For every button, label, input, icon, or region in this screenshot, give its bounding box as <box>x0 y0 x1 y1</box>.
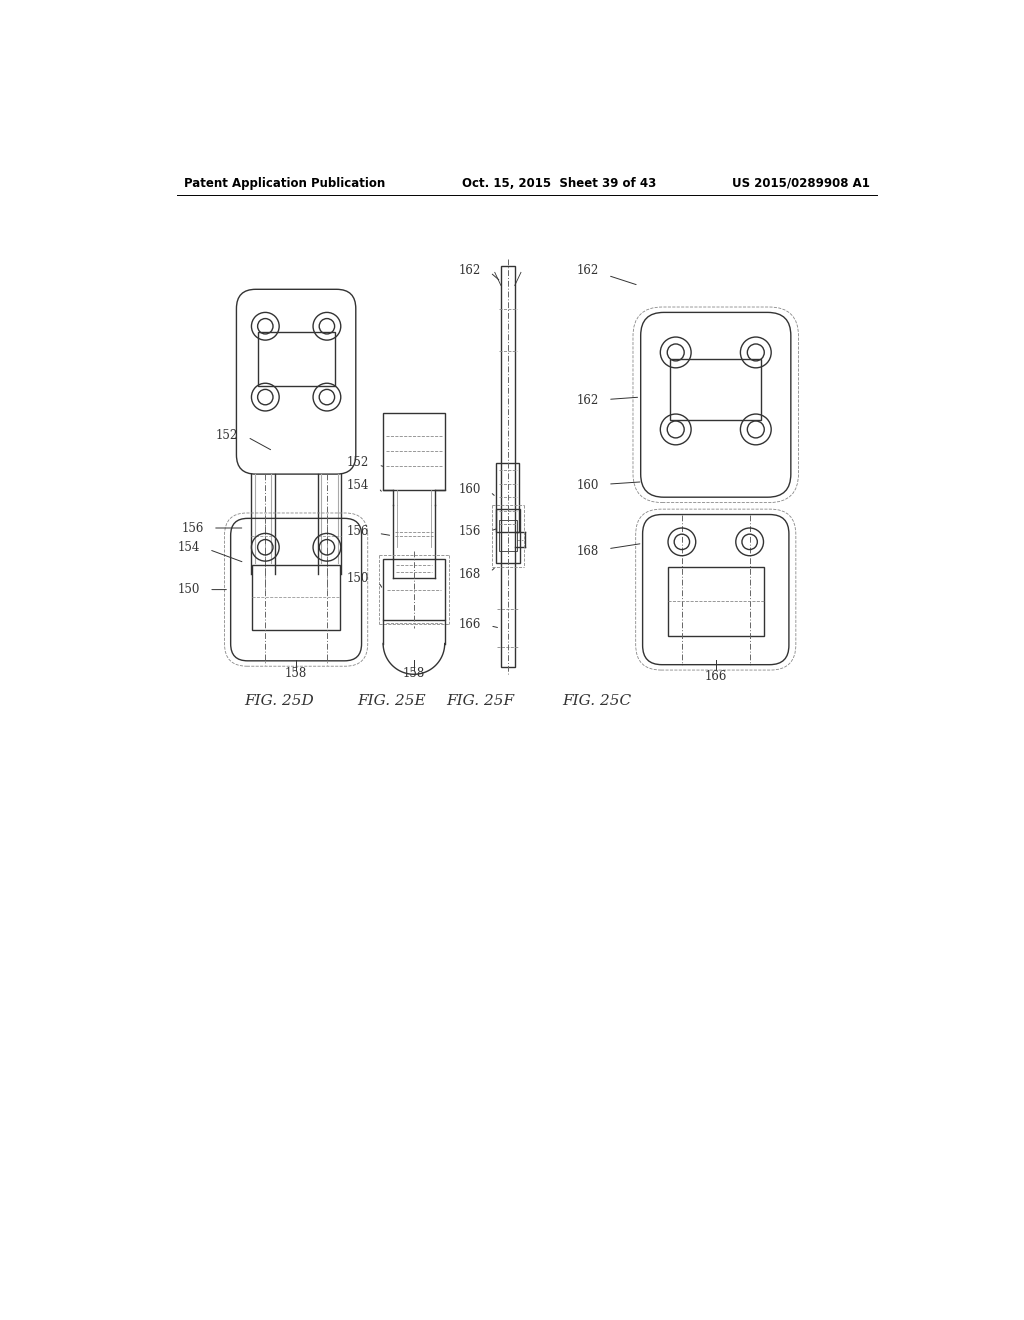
Bar <box>671 359 761 420</box>
Text: Oct. 15, 2015  Sheet 39 of 43: Oct. 15, 2015 Sheet 39 of 43 <box>462 177 656 190</box>
Text: 154: 154 <box>177 541 200 554</box>
Bar <box>668 566 764 636</box>
Text: 162: 162 <box>577 395 599 408</box>
Text: 152: 152 <box>347 455 370 469</box>
Text: 160: 160 <box>459 483 481 496</box>
Text: 150: 150 <box>177 583 200 597</box>
Text: 162: 162 <box>459 264 481 277</box>
Text: 158: 158 <box>285 667 307 680</box>
Text: 158: 158 <box>402 667 425 680</box>
Bar <box>383 412 444 490</box>
Text: FIG. 25E: FIG. 25E <box>357 694 426 709</box>
Text: 156: 156 <box>181 521 204 535</box>
Bar <box>496 508 520 562</box>
Text: 166: 166 <box>459 618 481 631</box>
Text: FIG. 25D: FIG. 25D <box>245 694 314 709</box>
Text: 166: 166 <box>705 671 727 684</box>
Text: 168: 168 <box>459 568 481 581</box>
Text: US 2015/0289908 A1: US 2015/0289908 A1 <box>732 177 869 190</box>
Bar <box>501 267 515 667</box>
Text: 168: 168 <box>577 545 599 557</box>
Text: 162: 162 <box>577 264 599 277</box>
Text: Patent Application Publication: Patent Application Publication <box>184 177 386 190</box>
Bar <box>499 520 517 552</box>
Bar <box>258 331 335 385</box>
Text: FIG. 25C: FIG. 25C <box>562 694 631 709</box>
Bar <box>497 462 519 532</box>
Bar <box>383 558 444 620</box>
Text: FIG. 25F: FIG. 25F <box>446 694 514 709</box>
Text: 156: 156 <box>347 525 370 539</box>
Text: 150: 150 <box>347 572 370 585</box>
Bar <box>252 565 340 630</box>
Text: 156: 156 <box>459 525 481 539</box>
Text: 154: 154 <box>347 479 370 492</box>
Text: 152: 152 <box>216 429 239 442</box>
Text: 160: 160 <box>577 479 599 492</box>
